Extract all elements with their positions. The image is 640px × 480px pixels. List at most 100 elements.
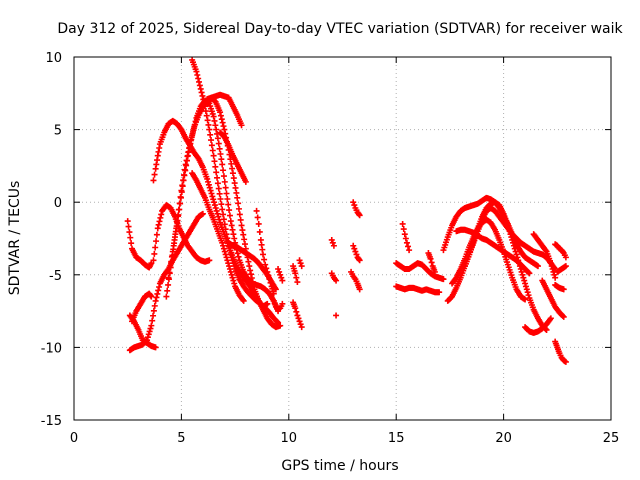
data-point xyxy=(562,263,569,270)
data-point xyxy=(279,277,286,284)
data-point xyxy=(562,358,569,365)
data-point xyxy=(217,109,224,116)
data-point xyxy=(264,268,271,275)
data-point xyxy=(216,190,223,197)
data-point xyxy=(151,302,158,309)
data-point xyxy=(204,175,211,182)
data-point xyxy=(210,152,217,159)
series-s24 xyxy=(350,242,363,264)
plot-frame xyxy=(73,56,612,421)
data-point xyxy=(510,239,517,246)
data-point xyxy=(215,185,222,192)
data-point xyxy=(210,196,217,203)
series-s1 xyxy=(124,218,155,271)
data-point xyxy=(230,277,237,284)
data-point xyxy=(547,315,554,322)
data-point xyxy=(156,283,163,290)
data-point xyxy=(265,272,272,279)
data-points xyxy=(124,56,569,365)
data-point xyxy=(356,212,363,219)
data-point xyxy=(169,248,176,255)
data-point xyxy=(165,281,172,288)
data-point xyxy=(522,296,529,303)
data-point xyxy=(543,326,550,333)
data-point xyxy=(333,312,340,319)
data-point xyxy=(534,263,541,270)
data-point xyxy=(168,259,175,266)
data-point xyxy=(238,122,245,129)
data-point xyxy=(202,108,209,115)
data-point xyxy=(560,313,567,320)
data-point xyxy=(195,75,202,82)
series-s15 xyxy=(270,297,286,313)
data-point xyxy=(293,308,300,315)
data-point xyxy=(206,184,213,191)
data-point xyxy=(208,137,215,144)
data-point xyxy=(213,126,220,133)
data-point xyxy=(226,247,233,254)
data-point xyxy=(150,312,157,319)
data-point xyxy=(179,182,186,189)
x-tick-label: 0 xyxy=(70,431,78,446)
data-point xyxy=(513,251,520,258)
data-point xyxy=(405,243,412,250)
data-point xyxy=(180,177,187,184)
data-point xyxy=(229,257,236,264)
y-tick-label: -10 xyxy=(41,341,62,356)
data-point xyxy=(199,92,206,99)
data-point xyxy=(168,253,175,260)
data-point xyxy=(125,223,132,230)
data-point xyxy=(328,236,335,243)
data-point xyxy=(215,140,222,147)
data-point xyxy=(225,260,232,267)
data-point xyxy=(233,189,240,196)
data-point xyxy=(181,166,188,173)
data-point xyxy=(524,289,531,296)
data-point xyxy=(205,181,212,188)
data-point xyxy=(274,318,281,325)
data-point xyxy=(267,279,274,286)
series-s28 xyxy=(393,283,443,296)
data-point xyxy=(525,269,532,276)
data-point xyxy=(431,268,438,275)
data-point xyxy=(124,218,131,225)
data-point xyxy=(219,239,226,246)
data-point xyxy=(223,190,230,197)
series-s12 xyxy=(217,129,249,185)
data-point xyxy=(440,276,447,283)
data-point xyxy=(229,226,236,233)
data-point xyxy=(230,231,237,238)
data-point xyxy=(218,156,225,163)
series-s16 xyxy=(275,265,286,284)
data-point xyxy=(226,212,233,219)
series-s33 xyxy=(453,226,533,277)
data-point xyxy=(298,263,305,270)
data-point xyxy=(356,257,363,264)
data-point xyxy=(206,257,213,264)
data-point xyxy=(152,244,159,251)
data-point xyxy=(427,255,434,262)
data-point xyxy=(170,242,177,249)
data-point xyxy=(230,260,237,267)
data-point xyxy=(218,116,225,123)
data-point xyxy=(276,268,283,275)
data-point xyxy=(190,127,197,134)
data-point xyxy=(245,258,252,265)
data-point xyxy=(295,315,302,322)
data-point xyxy=(213,169,220,176)
data-point xyxy=(193,68,200,75)
data-point xyxy=(147,325,154,332)
data-point xyxy=(212,205,219,212)
data-point xyxy=(222,184,229,191)
data-point xyxy=(546,316,553,323)
data-point xyxy=(221,221,228,228)
series-s20 xyxy=(328,270,340,284)
data-point xyxy=(219,206,226,213)
data-point xyxy=(203,112,210,119)
series-s35 xyxy=(522,315,554,336)
data-point xyxy=(180,171,187,178)
y-tick-label: -15 xyxy=(41,414,62,429)
data-point xyxy=(217,196,224,203)
data-point xyxy=(214,135,221,142)
data-point xyxy=(211,202,218,209)
